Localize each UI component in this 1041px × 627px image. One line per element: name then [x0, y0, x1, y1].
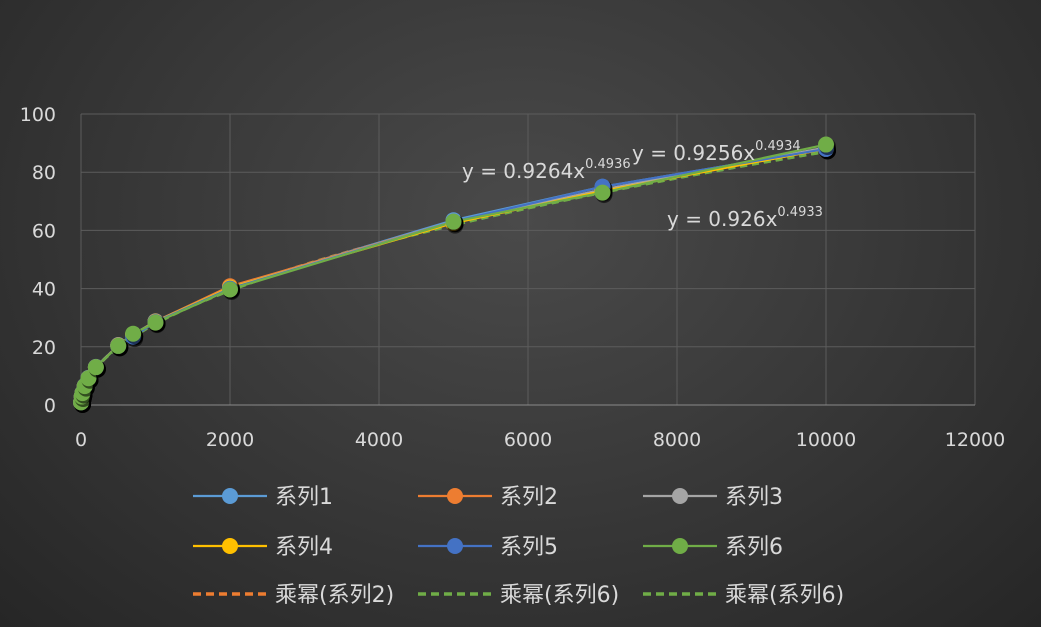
- trendline-equation: y = 0.926x0.4933: [667, 205, 823, 231]
- legend-label: 系列4: [275, 535, 333, 560]
- legend-item[interactable]: 系列2: [418, 485, 558, 510]
- x-tick-label: 4000: [355, 429, 403, 451]
- trendline-1: [79, 149, 827, 403]
- equation-base: y = 0.9264x: [462, 159, 585, 183]
- legend-label: 系列2: [500, 485, 558, 510]
- x-tick-label: 12000: [945, 429, 1005, 451]
- data-point: [147, 314, 164, 331]
- equation-exponent: 0.4936: [585, 157, 631, 172]
- legend-swatch-marker: [447, 488, 463, 504]
- legend-item[interactable]: 系列5: [418, 535, 558, 560]
- series-6-line: [79, 143, 827, 403]
- series-2-line: [79, 147, 827, 403]
- legend-label: 乘幂(系列6): [725, 583, 844, 608]
- equation-exponent: 0.4933: [777, 205, 823, 220]
- data-point: [445, 213, 462, 230]
- series-1-line: [79, 147, 827, 403]
- y-tick-label: 20: [32, 337, 56, 359]
- data-point: [125, 325, 142, 342]
- legend-swatch-marker: [672, 538, 688, 554]
- data-point: [222, 281, 238, 298]
- y-tick-label: 80: [32, 162, 56, 184]
- legend-swatch-marker: [222, 538, 238, 554]
- axes: 0 2000 4000 6000 8000 10000 12000 0 20 40 60 80 100: [20, 104, 1005, 451]
- data-point: [594, 184, 611, 201]
- series-4-line: [79, 147, 827, 403]
- legend-item[interactable]: 系列1: [193, 485, 333, 510]
- legend-label: 系列6: [725, 535, 783, 560]
- series-3-line: [79, 146, 827, 403]
- data-point: [110, 337, 127, 354]
- trendline-equation: y = 0.9256x0.4934: [632, 139, 801, 165]
- legend[interactable]: 系列1 系列2 系列3 系列4 系列5 系列6 乘幂(系列2) 乘幂(系列6) 乘幂(系列6): [193, 485, 844, 608]
- trendlines: [79, 149, 827, 403]
- equation-base: y = 0.9256x: [632, 141, 755, 165]
- legend-item[interactable]: 乘幂(系列6): [643, 583, 844, 608]
- series-5-line: [79, 147, 827, 403]
- legend-label: 系列1: [275, 485, 333, 510]
- trendline-3: [79, 150, 827, 403]
- trendline-2: [79, 150, 827, 403]
- legend-label: 乘幂(系列6): [500, 583, 619, 608]
- trendline-equation: y = 0.9264x0.4936: [462, 157, 631, 183]
- equation-exponent: 0.4934: [755, 139, 801, 154]
- x-tick-label: 2000: [206, 429, 254, 451]
- y-tick-label: 0: [44, 395, 56, 417]
- x-tick-label: 6000: [504, 429, 552, 451]
- legend-label: 乘幂(系列2): [275, 583, 394, 608]
- x-tick-label: 8000: [653, 429, 701, 451]
- legend-item[interactable]: 系列3: [643, 485, 783, 510]
- y-tick-label: 60: [32, 220, 56, 242]
- data-point: [818, 136, 834, 153]
- gridlines: [80, 113, 976, 406]
- equation-base: y = 0.926x: [667, 207, 778, 231]
- legend-swatch-marker: [222, 488, 238, 504]
- legend-item[interactable]: 系列6: [643, 535, 783, 560]
- legend-item[interactable]: 系列4: [193, 535, 333, 560]
- legend-swatch-marker: [672, 488, 688, 504]
- legend-label: 系列3: [725, 485, 783, 510]
- x-tick-label: 10000: [796, 429, 856, 451]
- legend-item[interactable]: 乘幂(系列6): [418, 583, 619, 608]
- legend-label: 系列5: [500, 535, 558, 560]
- data-series: [73, 136, 836, 413]
- x-tick-label: 0: [75, 429, 87, 451]
- legend-item[interactable]: 乘幂(系列2): [193, 583, 394, 608]
- y-tick-label: 100: [20, 104, 56, 126]
- y-tick-label: 40: [32, 279, 56, 301]
- legend-swatch-marker: [447, 538, 463, 554]
- data-point: [87, 359, 104, 376]
